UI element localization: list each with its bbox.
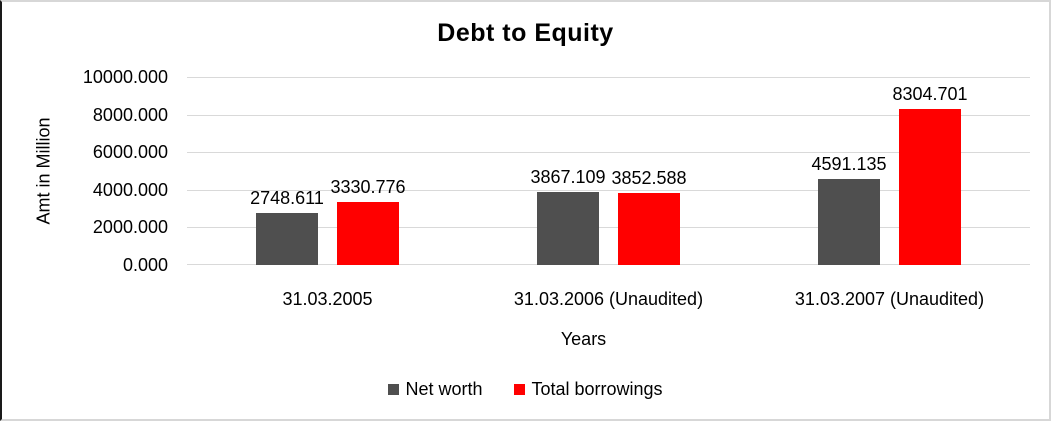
bar-total-borrowings (618, 193, 680, 265)
plot-area: 2748.611 3330.776 3867.109 3852.588 4591.135… (187, 77, 1030, 265)
y-tick-label: 8000.000 (92, 105, 168, 125)
bar-value-label: 3330.776 (330, 177, 406, 198)
legend-label: Total borrowings (531, 379, 663, 399)
bar-net-worth (818, 179, 880, 265)
legend: Net worth Total borrowings (2, 379, 1049, 400)
gridline (187, 77, 1030, 78)
gridline (187, 227, 1030, 228)
bar-value-label: 2748.611 (250, 188, 324, 209)
gridline (187, 152, 1030, 153)
bar-net-worth (537, 192, 599, 265)
x-category-label: 31.03.2005 (282, 289, 373, 309)
y-tick-label: 10000.000 (82, 67, 168, 87)
gridline (187, 264, 1030, 265)
chart-title: Debt to Equity (437, 19, 614, 47)
bar-total-borrowings (899, 109, 961, 265)
gridline (187, 190, 1030, 191)
legend-label: Net worth (405, 379, 483, 399)
y-axis-tick-labels: 0.000 2000.000 4000.000 6000.000 8000.000 100… (2, 67, 168, 275)
x-category-label: 31.03.2006 (Unaudited) (513, 289, 704, 309)
x-axis-title: Years (560, 329, 607, 349)
legend-item: Net worth (388, 379, 482, 400)
bar-net-worth (256, 213, 318, 265)
bar-value-label: 4591.135 (811, 154, 887, 175)
legend-item: Total borrowings (514, 379, 663, 400)
gridline (187, 115, 1030, 116)
legend-swatch-icon (514, 384, 526, 395)
x-axis-category-labels: 31.03.2005 31.03.2006 (Unaudited) 31.03.20… (187, 289, 1030, 310)
bar-value-label: 3867.109 (530, 167, 606, 188)
bar-total-borrowings (337, 202, 399, 265)
y-tick-label: 4000.000 (92, 180, 168, 200)
y-tick-label: 2000.000 (92, 217, 168, 237)
bar-value-label: 3852.588 (611, 168, 687, 189)
legend-swatch-icon (388, 384, 400, 395)
x-category-label: 31.03.2007 (Unaudited) (794, 289, 985, 309)
bar-value-label: 8304.701 (892, 84, 968, 105)
y-tick-label: 0.000 (122, 255, 168, 275)
y-tick-label: 6000.000 (92, 142, 168, 162)
